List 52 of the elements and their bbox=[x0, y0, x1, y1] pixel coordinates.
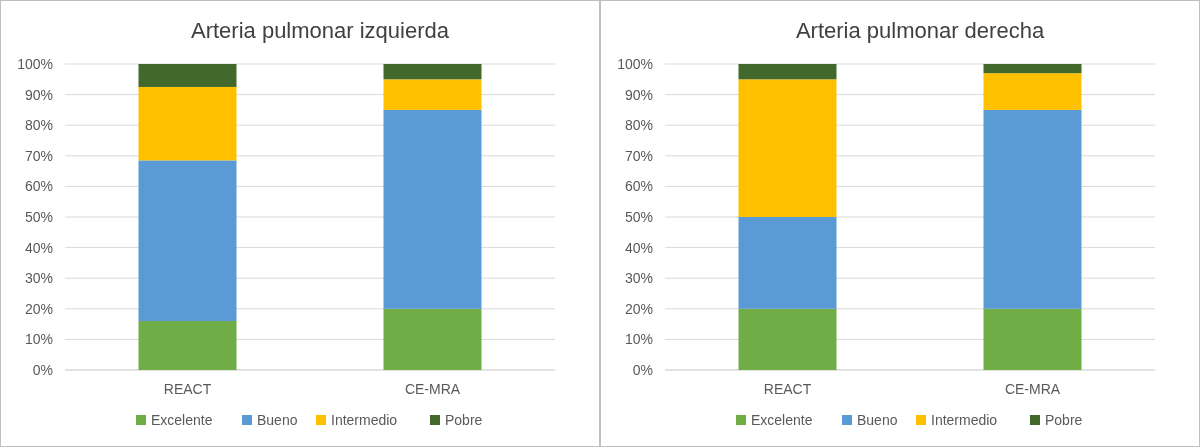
bar bbox=[383, 79, 482, 110]
x-tick-label: REACT bbox=[763, 381, 812, 397]
y-tick-label: 40% bbox=[624, 239, 653, 256]
bar bbox=[383, 64, 482, 80]
y-tick-label: 10% bbox=[24, 331, 53, 348]
x-tick-label: CE-MRA bbox=[1004, 381, 1061, 397]
y-tick-label: 30% bbox=[624, 270, 653, 287]
bar bbox=[983, 73, 1082, 110]
y-tick-label: 70% bbox=[624, 147, 653, 164]
y-tick-label: 80% bbox=[624, 117, 653, 134]
bar bbox=[138, 64, 237, 87]
y-tick-label: 60% bbox=[624, 178, 653, 195]
y-tick-label: 50% bbox=[624, 209, 653, 225]
legend-label: Intermedio bbox=[331, 412, 398, 428]
y-tick-label: 100% bbox=[617, 56, 653, 72]
legend-label: Intermedio bbox=[931, 412, 998, 428]
legend-label: Bueno bbox=[857, 412, 898, 428]
y-tick-label: 60% bbox=[24, 178, 53, 195]
bar bbox=[738, 308, 837, 370]
y-tick-label: 0% bbox=[632, 362, 653, 378]
legend-label: Excelente bbox=[751, 412, 813, 428]
y-tick-label: 90% bbox=[24, 86, 53, 103]
chart-title: Arteria pulmonar izquierda bbox=[190, 18, 450, 43]
bar bbox=[738, 217, 837, 309]
y-tick-label: 20% bbox=[24, 300, 53, 317]
y-tick-label: 50% bbox=[24, 209, 53, 225]
bar bbox=[383, 308, 482, 370]
chart-title: Arteria pulmonar derecha bbox=[795, 18, 1045, 43]
y-tick-label: 40% bbox=[24, 239, 53, 256]
y-tick-label: 100% bbox=[17, 56, 53, 72]
legend-label: Pobre bbox=[1045, 412, 1083, 428]
bar bbox=[383, 109, 482, 309]
bar bbox=[138, 321, 237, 370]
y-tick-label: 80% bbox=[24, 117, 53, 134]
y-tick-label: 70% bbox=[24, 147, 53, 164]
x-tick-label: CE-MRA bbox=[404, 381, 461, 397]
y-tick-label: 90% bbox=[624, 86, 653, 103]
legend-label: Bueno bbox=[257, 412, 298, 428]
y-tick-label: 20% bbox=[624, 300, 653, 317]
x-tick-label: REACT bbox=[163, 381, 212, 397]
bar bbox=[138, 160, 237, 322]
y-tick-label: 30% bbox=[24, 270, 53, 287]
bar bbox=[138, 86, 237, 161]
y-tick-label: 0% bbox=[32, 362, 53, 378]
legend-label: Excelente bbox=[151, 412, 213, 428]
y-tick-label: 10% bbox=[624, 331, 653, 348]
bar bbox=[738, 79, 837, 217]
bar bbox=[983, 109, 1082, 309]
legend-label: Pobre bbox=[445, 412, 483, 428]
bar bbox=[983, 308, 1082, 370]
bar bbox=[738, 64, 837, 80]
bar bbox=[983, 64, 1082, 74]
